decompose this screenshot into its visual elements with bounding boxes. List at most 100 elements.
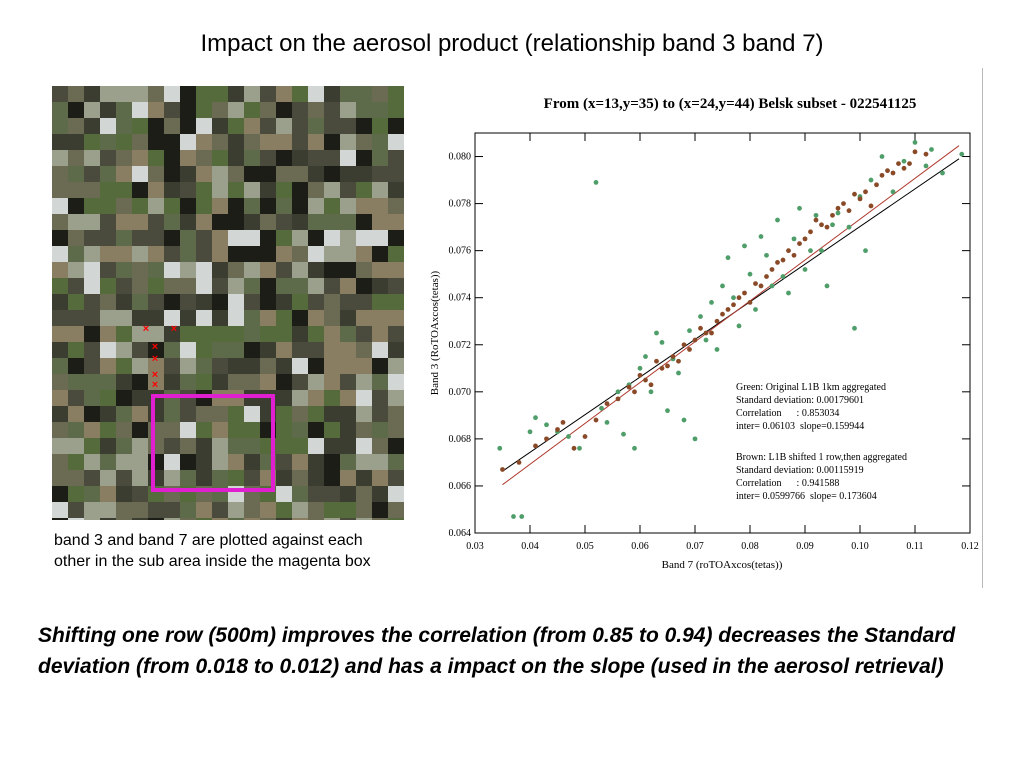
image-pixel <box>68 518 84 520</box>
green-point <box>753 307 758 312</box>
series-green-points <box>497 140 965 519</box>
image-pixel <box>260 246 276 262</box>
green-point <box>648 389 654 395</box>
image-pixel <box>68 278 84 294</box>
brown-point <box>654 358 659 364</box>
brown-point <box>890 170 896 176</box>
image-pixel <box>164 310 180 326</box>
image-pixel <box>84 486 100 502</box>
image-pixel <box>164 214 180 230</box>
image-pixel <box>180 342 196 358</box>
image-pixel <box>372 438 388 454</box>
image-pixel <box>148 518 164 520</box>
image-pixel <box>388 454 404 470</box>
image-pixel <box>388 438 404 454</box>
brown-point <box>758 283 764 289</box>
image-pixel <box>228 150 244 166</box>
image-pixel <box>308 422 324 438</box>
image-pixel <box>340 406 356 422</box>
image-pixel <box>324 230 340 246</box>
image-pixel <box>244 374 260 390</box>
image-pixel <box>372 214 388 230</box>
image-pixel <box>164 422 180 438</box>
image-pixel <box>212 502 228 518</box>
green-point <box>764 252 769 258</box>
image-pixel <box>260 358 276 374</box>
image-pixel <box>148 150 164 166</box>
image-pixel <box>116 470 132 486</box>
green-point <box>665 408 670 414</box>
image-pixel <box>292 374 308 390</box>
image-pixel <box>308 406 324 422</box>
image-pixel <box>228 470 244 486</box>
image-pixel <box>100 502 116 518</box>
brown-point <box>582 434 588 439</box>
image-pixel <box>116 502 132 518</box>
image-pixel <box>68 502 84 518</box>
green-point <box>736 323 742 329</box>
brown-point <box>907 161 912 166</box>
image-pixel <box>340 486 356 502</box>
brown-point <box>835 205 841 211</box>
image-pixel <box>276 150 292 166</box>
image-pixel <box>276 326 292 342</box>
green-point <box>929 147 934 152</box>
image-pixel <box>132 150 148 166</box>
image-pixel <box>260 278 276 294</box>
image-pixel <box>68 246 84 262</box>
green-point <box>863 248 868 254</box>
image-pixel <box>196 102 212 118</box>
image-pixel <box>228 454 244 470</box>
x-tick-label: 0.12 <box>961 541 979 552</box>
image-pixel <box>132 518 148 520</box>
green-point <box>676 370 681 376</box>
brown-point <box>544 436 549 442</box>
image-pixel <box>372 246 388 262</box>
image-pixel <box>132 246 148 262</box>
image-pixel <box>148 422 164 438</box>
image-pixel <box>292 86 308 102</box>
image-pixel <box>260 326 276 342</box>
image-pixel <box>212 454 228 470</box>
image-pixel <box>372 182 388 198</box>
image-pixel <box>84 310 100 326</box>
image-pixel <box>372 310 388 326</box>
image-pixel <box>228 134 244 150</box>
image-pixel <box>276 214 292 230</box>
image-pixel <box>180 182 196 198</box>
image-pixel <box>228 358 244 374</box>
image-pixel <box>308 486 324 502</box>
image-pixel <box>148 246 164 262</box>
image-pixel <box>132 230 148 246</box>
image-pixel <box>356 262 372 278</box>
image-pixel <box>180 294 196 310</box>
image-pixel <box>196 358 212 374</box>
image-pixel <box>244 326 260 342</box>
image-pixel <box>116 486 132 502</box>
image-pixel <box>84 182 100 198</box>
image-pixel <box>180 150 196 166</box>
image-pixel <box>100 86 116 102</box>
image-pixel <box>228 278 244 294</box>
image-pixel <box>116 358 132 374</box>
image-pixel <box>68 118 84 134</box>
image-pixel <box>116 230 132 246</box>
image-pixel <box>308 518 324 520</box>
image-pixel <box>196 342 212 358</box>
image-pixel <box>276 406 292 422</box>
image-pixel <box>356 518 372 520</box>
green-point <box>852 325 857 331</box>
brown-point <box>687 347 692 352</box>
image-pixel <box>244 182 260 198</box>
image-pixel <box>212 310 228 326</box>
green-point <box>637 365 643 371</box>
image-pixel <box>148 118 164 134</box>
image-pixel <box>244 214 260 230</box>
image-pixel <box>196 278 212 294</box>
image-pixel <box>340 278 356 294</box>
image-pixel <box>180 374 196 390</box>
image-pixel <box>84 230 100 246</box>
image-pixel <box>372 278 388 294</box>
image-pixel <box>308 166 324 182</box>
image-pixel <box>68 374 84 390</box>
